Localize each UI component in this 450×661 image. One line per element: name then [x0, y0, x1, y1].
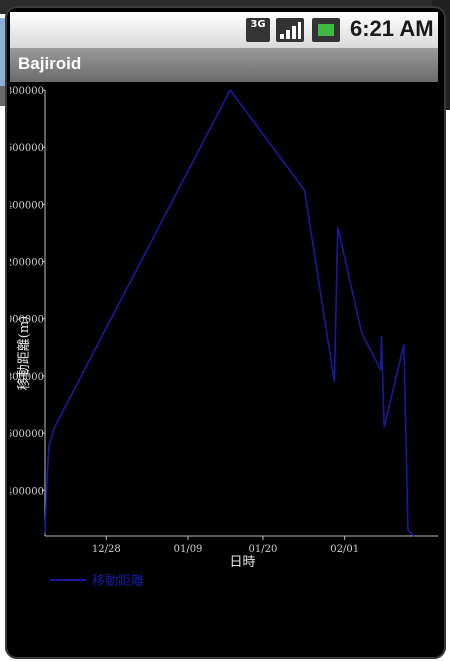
- distance-line-chart: 1800000 1600000 1400000 1200000 1000000 80000…: [0, 86, 440, 589]
- x-tick-label: 02/01: [330, 544, 359, 555]
- status-clock: 6:21 AM: [350, 16, 434, 41]
- app-title: Bajiroid: [18, 54, 82, 73]
- status-bar: 3G 6:21 AM: [10, 12, 438, 48]
- x-tick-label: 01/20: [249, 544, 278, 555]
- y-tick-label: 1200000: [10, 258, 44, 269]
- y-tick-label: 1400000: [10, 200, 44, 211]
- y-tick-label: 600000: [10, 429, 44, 440]
- x-tick-label: 12/28: [92, 544, 121, 555]
- 3g-icon: 3G: [246, 18, 270, 42]
- app-title-bar: Bajiroid: [10, 48, 438, 82]
- y-tick-label: 1800000: [10, 86, 44, 97]
- signal-icon: [276, 18, 304, 42]
- x-tick-label: 01/09: [174, 544, 203, 555]
- series-line-移動距離: [44, 88, 415, 537]
- chart-area: 1800000 1600000 1400000 1200000 1000000 80000…: [0, 82, 440, 647]
- legend-label: 移動距離: [92, 574, 144, 589]
- x-axis-title: 日時: [229, 555, 255, 570]
- y-tick-label: 400000: [10, 486, 44, 497]
- network-type-label: 3G: [250, 19, 266, 30]
- battery-icon: [312, 18, 340, 42]
- y-tick-label: 1000000: [10, 315, 44, 326]
- y-tick-label: 800000: [10, 372, 44, 383]
- y-axis-title: 移動距離(m): [17, 316, 32, 390]
- y-tick-label: 1600000: [10, 143, 44, 154]
